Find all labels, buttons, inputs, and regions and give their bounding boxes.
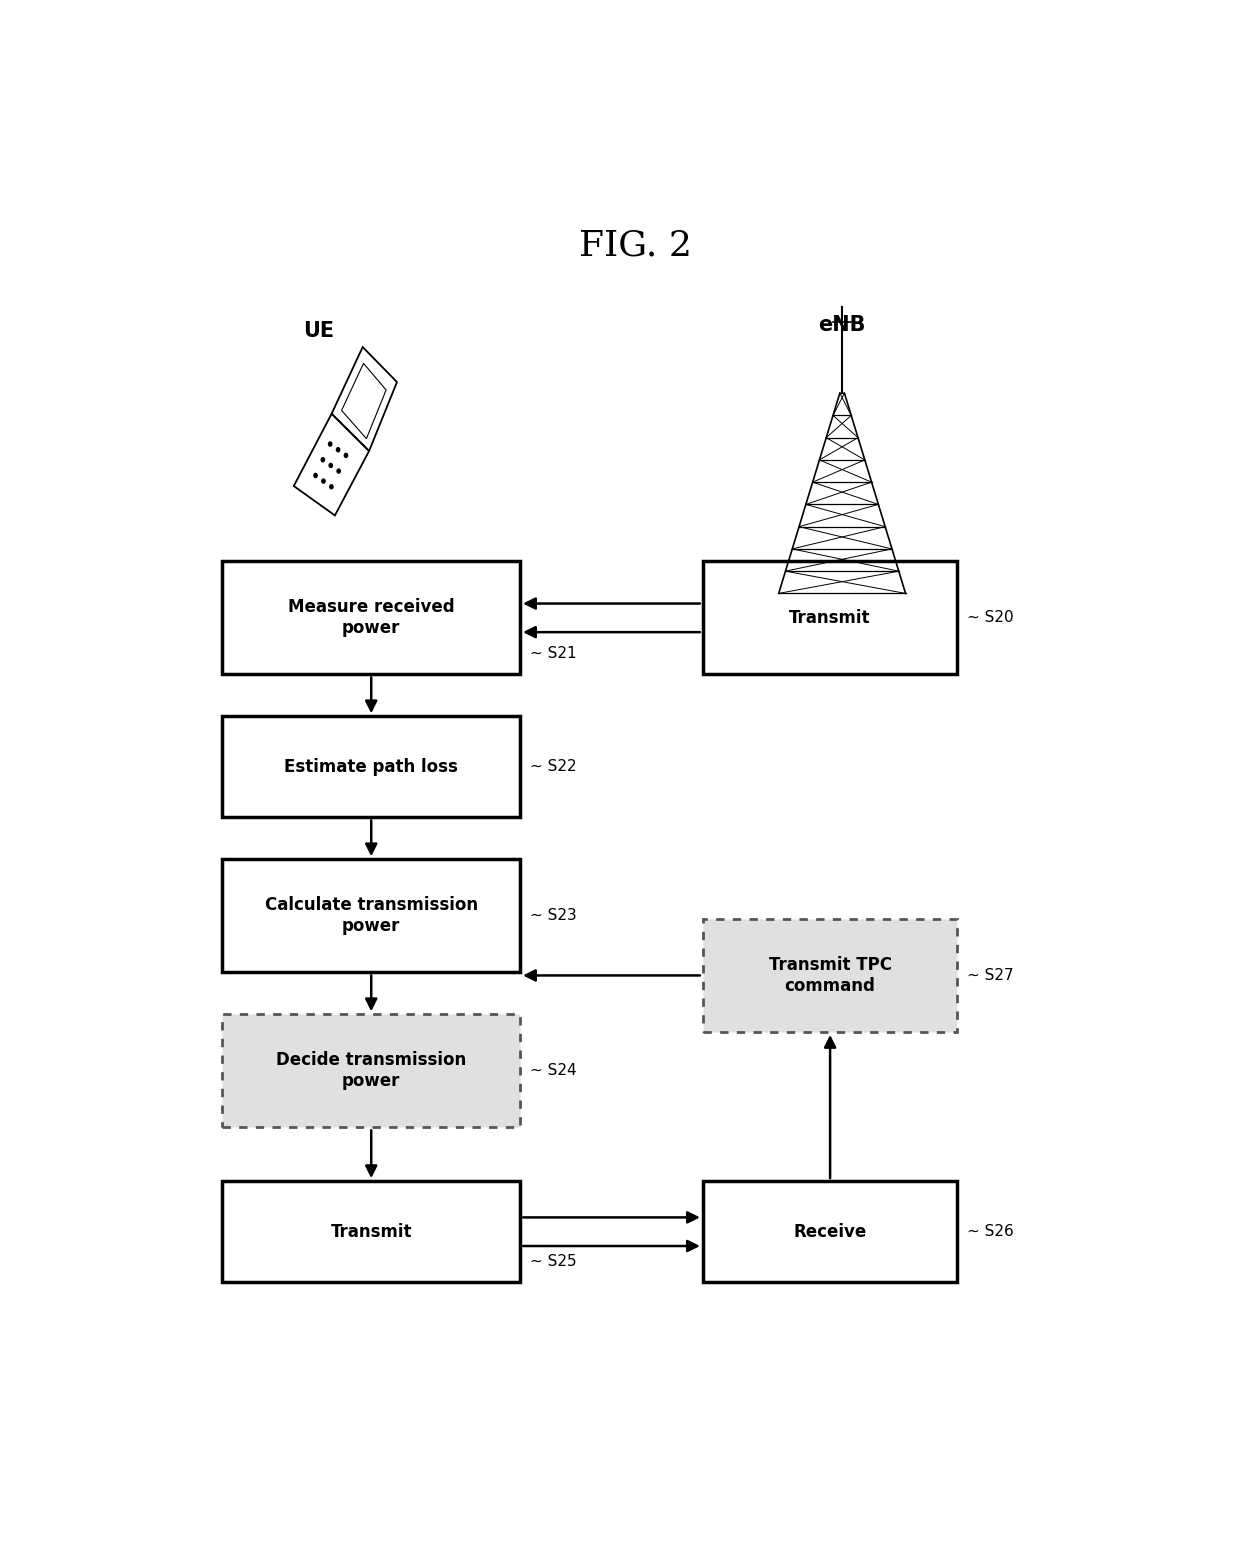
Text: Transmit: Transmit — [331, 1223, 412, 1240]
Text: ∼ S26: ∼ S26 — [967, 1224, 1014, 1240]
Text: ∼ S20: ∼ S20 — [967, 610, 1013, 625]
Text: eNB: eNB — [818, 314, 866, 334]
Circle shape — [314, 474, 317, 477]
Bar — [222, 1181, 521, 1282]
Text: UE: UE — [303, 320, 334, 341]
Circle shape — [345, 454, 347, 457]
Bar — [222, 859, 521, 972]
Bar — [222, 1014, 521, 1127]
Circle shape — [329, 443, 332, 446]
Text: Transmit TPC
command: Transmit TPC command — [769, 957, 892, 995]
Bar — [703, 1181, 957, 1282]
Circle shape — [330, 485, 334, 489]
Circle shape — [321, 458, 325, 461]
Circle shape — [336, 447, 340, 452]
Circle shape — [337, 469, 340, 474]
Text: ∼ S21: ∼ S21 — [529, 646, 577, 661]
Text: ∼ S24: ∼ S24 — [529, 1063, 577, 1079]
Circle shape — [329, 463, 332, 467]
Text: Measure received
power: Measure received power — [288, 599, 455, 638]
Text: FIG. 2: FIG. 2 — [579, 229, 692, 262]
Text: Receive: Receive — [794, 1223, 867, 1240]
Text: ∼ S27: ∼ S27 — [967, 968, 1013, 983]
Bar — [703, 920, 957, 1033]
Text: Decide transmission
power: Decide transmission power — [277, 1051, 466, 1090]
Text: ∼ S22: ∼ S22 — [529, 760, 577, 774]
Text: ∼ S25: ∼ S25 — [529, 1254, 577, 1269]
Text: Transmit: Transmit — [790, 608, 870, 627]
Bar — [703, 562, 957, 675]
Text: Calculate transmission
power: Calculate transmission power — [264, 896, 477, 935]
Bar — [222, 562, 521, 675]
Circle shape — [322, 478, 325, 483]
Bar — [222, 717, 521, 817]
Text: ∼ S23: ∼ S23 — [529, 909, 577, 923]
Text: Estimate path loss: Estimate path loss — [284, 759, 458, 776]
